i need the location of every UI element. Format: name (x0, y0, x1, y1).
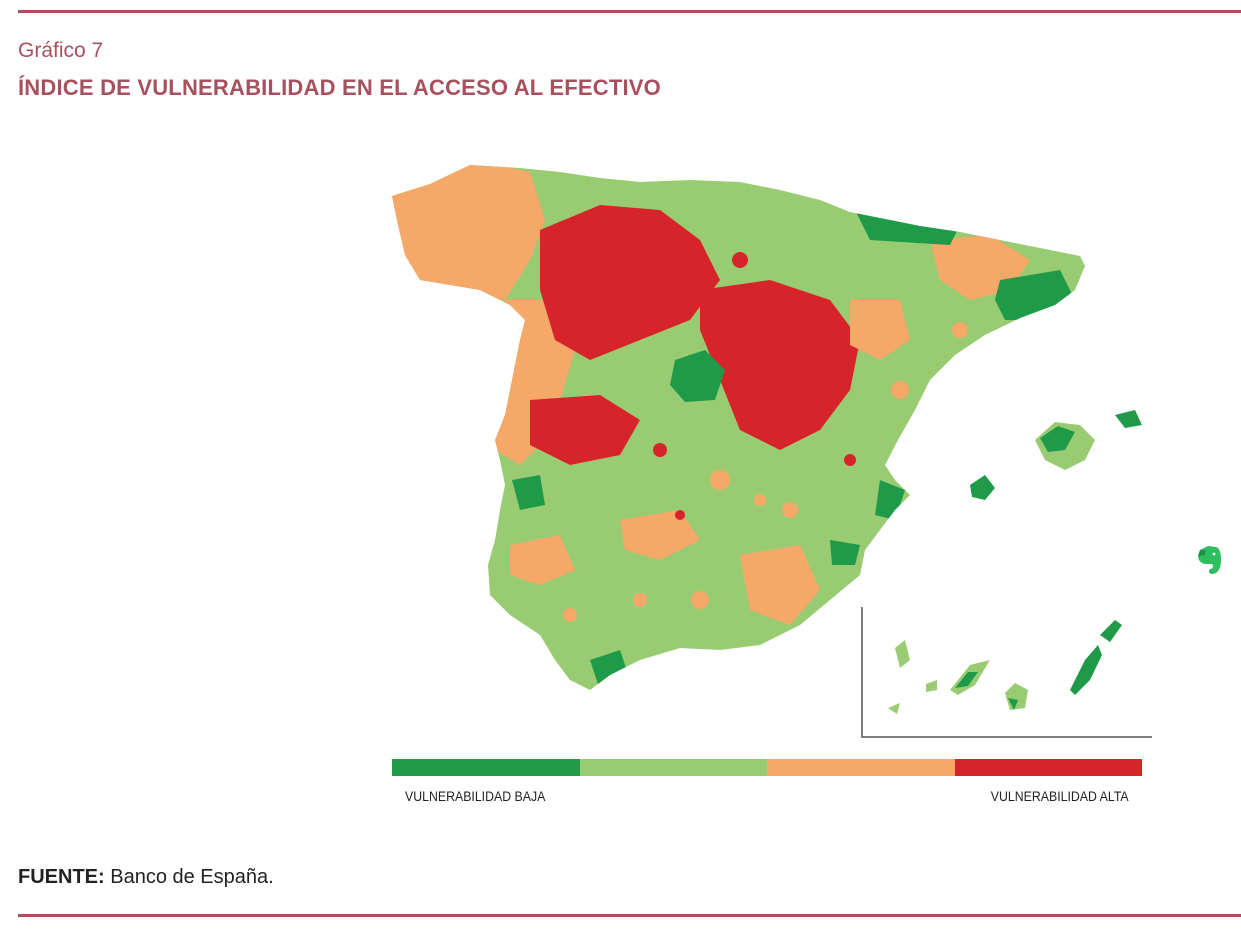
region-extremadura-green (512, 475, 545, 510)
bottom-rule (18, 914, 1241, 917)
source-label: FUENTE: (18, 866, 105, 888)
island-ibiza (970, 475, 995, 500)
island-fuerteventura (1070, 645, 1102, 695)
region-andalucia-west (510, 535, 575, 585)
red-speckles (551, 252, 856, 520)
mainland-spain (392, 165, 1085, 690)
evernote-icon[interactable] (1194, 544, 1224, 576)
source-text: Banco de España. (104, 866, 274, 888)
legend-segment-low (579, 759, 767, 776)
region-madrid (670, 350, 725, 402)
island-gran-canaria-green (1008, 698, 1018, 710)
inset-frame (861, 607, 1152, 738)
island-gran-canaria (1005, 683, 1028, 710)
chart-kicker: Gráfico 7 (18, 39, 104, 62)
chart-title: ÍNDICE DE VULNERABILIDAD EN EL ACCESO AL… (18, 75, 661, 100)
legend-segment-high (767, 759, 955, 776)
island-la-palma (895, 640, 910, 668)
island-lanzarote (1100, 620, 1122, 642)
region-central-east (700, 280, 860, 450)
island-la-gomera (926, 680, 937, 692)
region-murcia (740, 545, 820, 625)
legend-segment-very-low (392, 759, 580, 776)
legend-color-bar (392, 759, 1142, 776)
region-basque (855, 210, 960, 245)
source-note: FUENTE: Banco de España. (18, 866, 274, 889)
island-mallorca-green (1040, 426, 1075, 452)
island-menorca (1115, 410, 1142, 428)
top-rule (18, 10, 1241, 13)
region-aragon (850, 300, 910, 360)
island-tenerife-green (955, 672, 978, 688)
island-el-hierro (888, 703, 900, 714)
legend-label-high: VULNERABILIDAD ALTA (991, 788, 1129, 804)
canary-inset (861, 607, 1152, 738)
region-extremadura-north (530, 395, 640, 465)
orange-speckles (563, 322, 968, 622)
region-andalucia-east (620, 510, 700, 560)
region-castilla-leon (540, 205, 720, 360)
legend-label-low: VULNERABILIDAD BAJA (405, 788, 546, 804)
balearic-islands (970, 410, 1142, 500)
region-galicia (392, 165, 545, 300)
legend-segment-very-high (954, 759, 1142, 776)
region-cartagena (830, 540, 860, 565)
